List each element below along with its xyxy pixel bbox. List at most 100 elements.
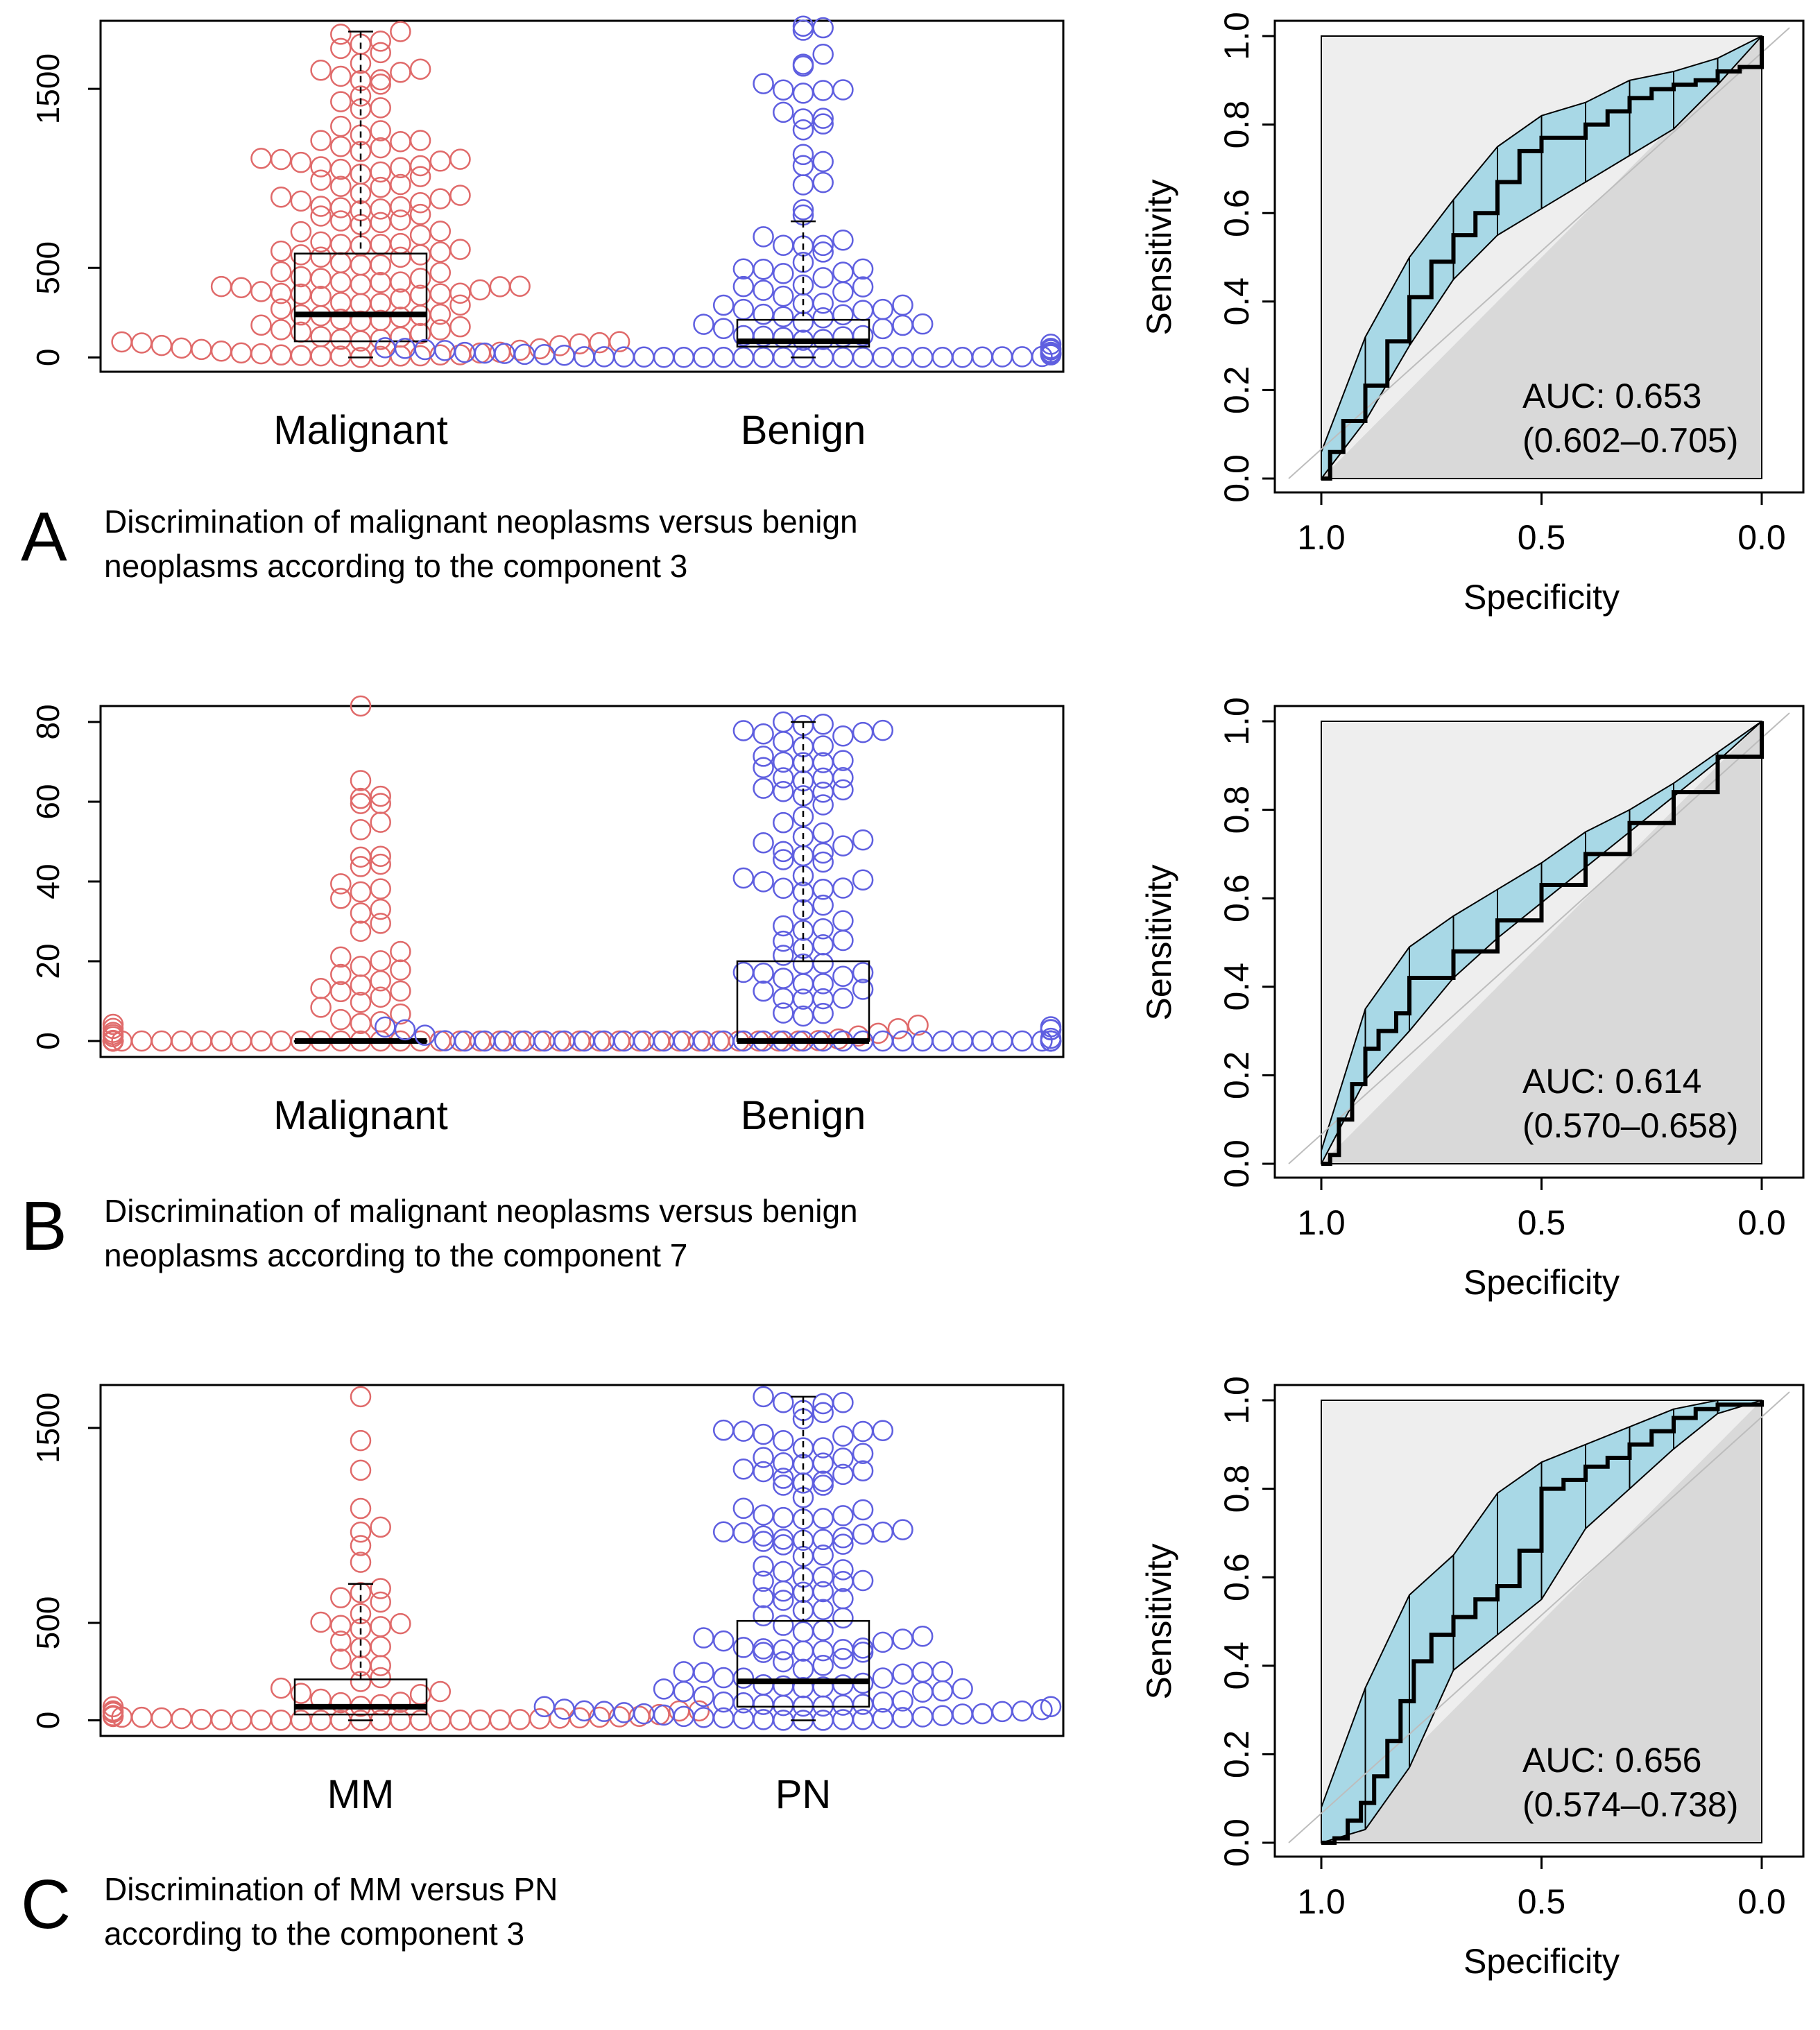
data-point	[449, 282, 471, 304]
roc-y-tick-label: 0.8	[1217, 101, 1256, 149]
data-point	[330, 309, 352, 330]
data-point	[753, 73, 774, 94]
roc-diagonal	[1288, 27, 1790, 479]
data-point	[832, 261, 854, 283]
data-point	[330, 888, 352, 909]
data-point	[712, 1691, 735, 1713]
data-point	[832, 725, 854, 747]
data-point	[350, 1535, 372, 1556]
panel-c: 0 500 1500 MM PN AUC: 0.656 (0.574–0.738) 1.0 0.…	[21, 1376, 1805, 1981]
data-point	[111, 331, 132, 353]
data-point	[753, 746, 774, 767]
data-point	[653, 1678, 675, 1700]
data-point	[370, 97, 391, 119]
data-point	[673, 1661, 695, 1683]
data-point	[832, 1391, 854, 1413]
data-point	[330, 946, 352, 968]
data-point	[892, 294, 913, 316]
data-point	[350, 1603, 372, 1625]
data-point	[773, 1452, 794, 1474]
data-point	[429, 221, 452, 242]
y-tick-label: 500	[30, 1597, 66, 1650]
roc-y-tick-label: 0.0	[1217, 454, 1256, 503]
data-point	[449, 316, 471, 338]
data-point	[449, 184, 471, 206]
data-point	[370, 1010, 391, 1033]
panel-caption-line: neoplasms according to the component 3	[104, 548, 687, 584]
data-point	[732, 867, 755, 889]
data-point	[429, 261, 452, 284]
auc-label: AUC: 0.653	[1522, 377, 1701, 415]
roc-x-tick-label: 0.5	[1518, 1882, 1566, 1921]
data-point	[773, 1391, 794, 1413]
data-point	[773, 101, 794, 123]
data-point	[310, 1611, 332, 1633]
data-point	[732, 275, 755, 298]
data-point	[350, 1582, 372, 1603]
data-point	[812, 851, 834, 873]
data-point	[773, 1430, 794, 1452]
data-point	[370, 950, 391, 972]
data-point	[773, 877, 794, 900]
panel-caption-line: Discrimination of MM versus PN	[104, 1871, 558, 1907]
data-point	[812, 113, 834, 135]
data-point	[832, 1463, 854, 1486]
data-point	[350, 991, 372, 1013]
data-point	[773, 841, 794, 863]
data-point	[832, 1505, 854, 1526]
roc-x-tick-label: 1.0	[1297, 1203, 1346, 1242]
data-point	[390, 173, 411, 196]
data-point	[102, 1013, 124, 1035]
data-point	[812, 1599, 834, 1621]
data-point	[773, 1615, 794, 1636]
roc-x-tick-label: 1.0	[1297, 1882, 1346, 1921]
data-point	[370, 137, 391, 159]
data-point	[270, 298, 292, 320]
box-iqr	[293, 1678, 428, 1716]
data-point	[370, 120, 391, 141]
data-point	[529, 338, 551, 360]
data-point	[390, 940, 411, 963]
data-point	[350, 1551, 372, 1573]
data-point	[852, 962, 874, 983]
data-point	[732, 720, 755, 741]
roc-y-axis-label: Sensitivity	[1140, 179, 1178, 335]
data-point	[812, 1452, 834, 1474]
data-point	[812, 150, 834, 173]
roc-background-lower	[1321, 1400, 1762, 1843]
data-point	[409, 268, 431, 289]
data-point	[370, 793, 391, 814]
roc-x-tick-label: 0.0	[1737, 518, 1786, 557]
data-point	[911, 1625, 934, 1647]
roc-x-axis-label: Specificity	[1463, 1263, 1620, 1302]
data-point	[732, 961, 755, 983]
data-point	[370, 42, 391, 64]
data-point	[832, 1447, 854, 1469]
data-point	[832, 1559, 854, 1581]
y-tick-label: 0	[30, 1712, 66, 1730]
data-point	[872, 298, 894, 320]
data-point	[852, 276, 874, 298]
data-point	[892, 1628, 913, 1650]
data-point	[330, 37, 352, 60]
data-point	[350, 956, 372, 977]
data-point	[812, 1003, 834, 1024]
data-point	[449, 148, 471, 170]
y-tick-label: 1500	[30, 53, 66, 124]
data-point	[330, 873, 352, 895]
data-point	[753, 777, 774, 799]
data-point	[533, 1696, 556, 1718]
data-point	[290, 151, 312, 173]
data-point	[409, 322, 431, 345]
data-point	[832, 750, 854, 771]
data-point	[773, 1002, 794, 1024]
panel-caption-line: Discrimination of malignant neoplasms ve…	[104, 504, 858, 540]
data-point	[290, 190, 312, 212]
x-category-label: PN	[775, 1772, 832, 1817]
box-iqr	[293, 252, 428, 343]
data-point	[812, 735, 834, 757]
data-point	[852, 869, 874, 891]
beeswarm-points-pn	[533, 1386, 1062, 1731]
panel-letter: B	[21, 1187, 67, 1265]
